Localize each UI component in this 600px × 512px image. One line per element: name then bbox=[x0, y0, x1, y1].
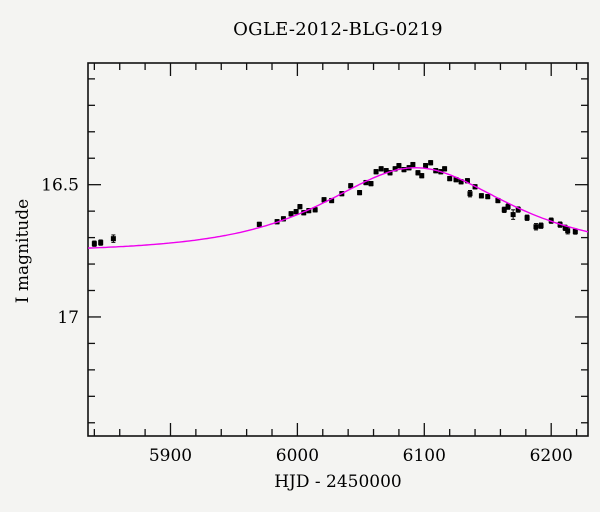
data-point bbox=[467, 190, 473, 198]
data-point bbox=[538, 222, 544, 229]
data-point bbox=[510, 209, 516, 220]
axis-ticks bbox=[88, 63, 588, 436]
data-point bbox=[428, 160, 434, 166]
data-point bbox=[478, 193, 484, 199]
data-point bbox=[442, 166, 448, 172]
x-tick-label: 6100 bbox=[403, 446, 446, 466]
tick-labels: 5900 6000 6100 6200 16.5 17 bbox=[41, 176, 573, 466]
x-tick-label: 6000 bbox=[276, 446, 319, 466]
data-point bbox=[368, 181, 374, 187]
data-point bbox=[110, 234, 116, 243]
data-point bbox=[565, 227, 571, 235]
data-point bbox=[288, 211, 294, 217]
model-curve bbox=[87, 166, 589, 249]
data-point bbox=[396, 163, 402, 169]
data-point bbox=[256, 221, 262, 227]
x-tick-label: 6200 bbox=[530, 446, 573, 466]
data-point bbox=[293, 209, 299, 215]
data-point bbox=[410, 161, 416, 168]
data-point bbox=[419, 173, 425, 179]
data-point bbox=[423, 163, 429, 169]
x-axis-label: HJD - 2450000 bbox=[274, 472, 402, 492]
data-point bbox=[533, 223, 539, 231]
y-tick-label: 16.5 bbox=[41, 176, 79, 196]
photometry-points bbox=[91, 160, 578, 247]
data-point bbox=[378, 166, 384, 172]
chart-title: OGLE-2012-BLG-0219 bbox=[233, 19, 443, 40]
data-point bbox=[373, 169, 379, 175]
data-point bbox=[98, 239, 104, 246]
data-point bbox=[91, 240, 97, 247]
y-tick-label: 17 bbox=[57, 308, 79, 328]
x-tick-label: 5900 bbox=[149, 446, 192, 466]
data-point bbox=[524, 214, 530, 221]
data-point bbox=[297, 204, 303, 210]
data-point bbox=[401, 166, 407, 173]
plot-border bbox=[87, 62, 589, 437]
y-axis-label: I magnitude bbox=[13, 198, 33, 304]
data-point bbox=[357, 190, 363, 196]
data-point bbox=[485, 193, 491, 200]
data-point bbox=[447, 175, 453, 182]
